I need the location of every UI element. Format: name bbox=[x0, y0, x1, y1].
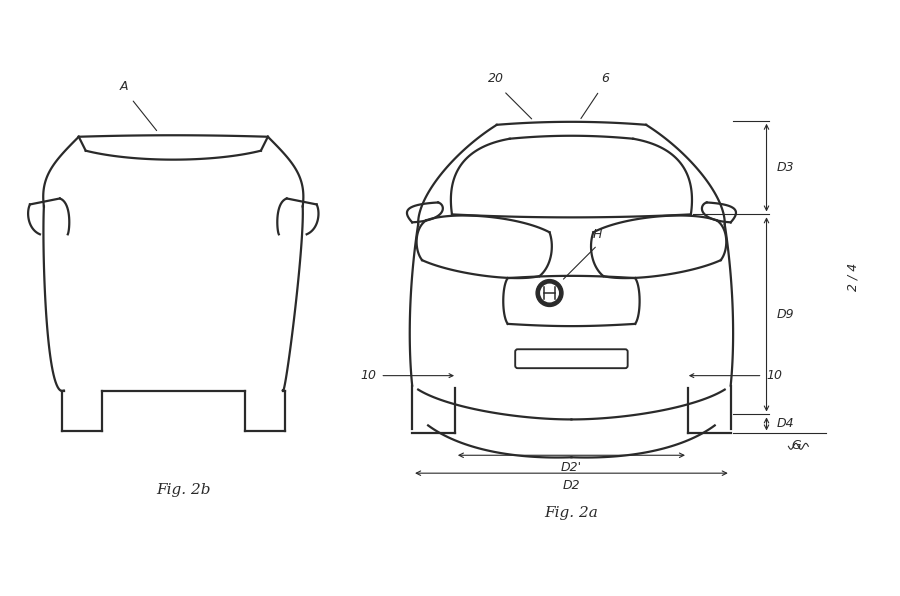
Circle shape bbox=[541, 284, 558, 302]
Text: Fig. 2a: Fig. 2a bbox=[544, 506, 598, 520]
Text: 2 / 4: 2 / 4 bbox=[847, 263, 860, 291]
Text: G: G bbox=[792, 439, 801, 452]
Text: 6: 6 bbox=[601, 72, 609, 85]
Text: D2: D2 bbox=[562, 479, 580, 492]
Text: D2': D2' bbox=[561, 461, 582, 474]
Text: Fig. 2b: Fig. 2b bbox=[156, 483, 211, 497]
Text: 10: 10 bbox=[360, 369, 376, 382]
Text: D4: D4 bbox=[777, 417, 794, 430]
Text: A: A bbox=[120, 80, 128, 93]
Text: D3: D3 bbox=[777, 161, 794, 174]
Text: 10: 10 bbox=[767, 369, 782, 382]
Circle shape bbox=[536, 280, 563, 306]
Text: D9: D9 bbox=[777, 308, 794, 321]
Text: H: H bbox=[592, 228, 602, 241]
Text: 20: 20 bbox=[488, 72, 504, 85]
